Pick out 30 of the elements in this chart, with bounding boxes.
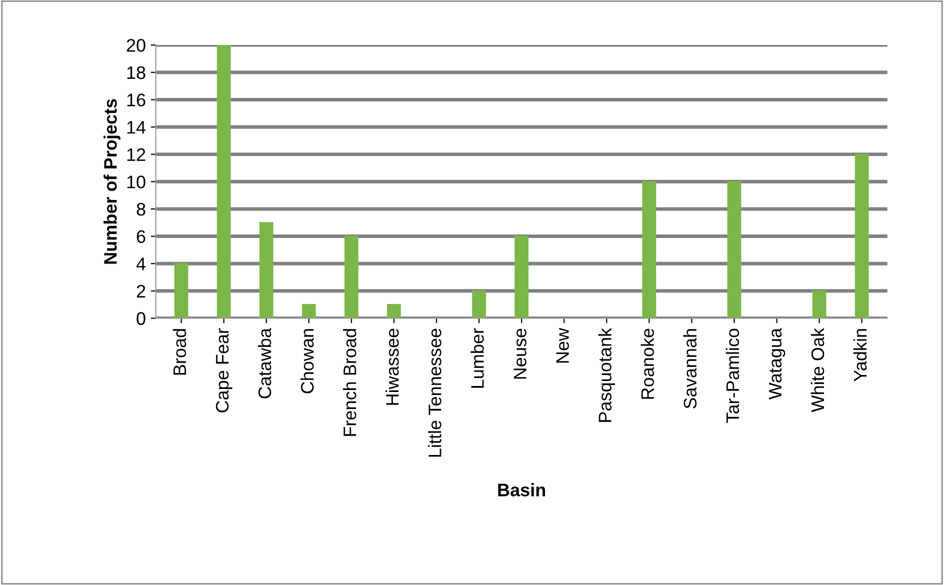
x-tick-label: Hiwassee (386, 328, 399, 405)
x-tick-label: Yadkin (853, 329, 867, 382)
x-tick-label: Savannah (683, 329, 697, 408)
x-tick-label: Chowan (300, 329, 314, 394)
y-tick-label: 2 (136, 284, 146, 298)
y-tick-label: 6 (136, 230, 146, 243)
y-tick-label: 0 (136, 312, 146, 325)
x-tick-label: French Broad (343, 329, 356, 436)
x-tick-label: New (556, 328, 569, 363)
x-tick-label: Tar-Pamlico (726, 328, 740, 423)
x-tick-label: White Oak (810, 328, 824, 412)
y-tick-label: 18 (127, 66, 146, 80)
y-tick-label: 20 (126, 38, 146, 52)
x-tick-label: Catawba (258, 328, 272, 398)
y-tick-label: 12 (127, 148, 146, 161)
x-tick-label: Pasquotank (598, 328, 616, 422)
y-tick-label: 16 (127, 94, 146, 106)
y-tick-label: 4 (136, 258, 146, 270)
x-tick-label: Watagua (769, 328, 786, 400)
y-tick-label: 8 (136, 202, 146, 216)
y-axis-title: Number of Projects (104, 99, 120, 264)
x-tick-label: Lumber (470, 328, 484, 388)
x-tick-label: Little Tennessee (428, 328, 442, 457)
x-tick-label: Roanoke (640, 328, 654, 399)
y-tick-label: 14 (127, 121, 146, 134)
x-tick-label: Cape Fear (216, 328, 232, 412)
y-tick-label: 10 (127, 176, 146, 188)
x-tick-label: Neuse (514, 328, 526, 379)
x-axis-title: Basin (498, 483, 546, 496)
x-tick-label: Broad (172, 329, 186, 375)
